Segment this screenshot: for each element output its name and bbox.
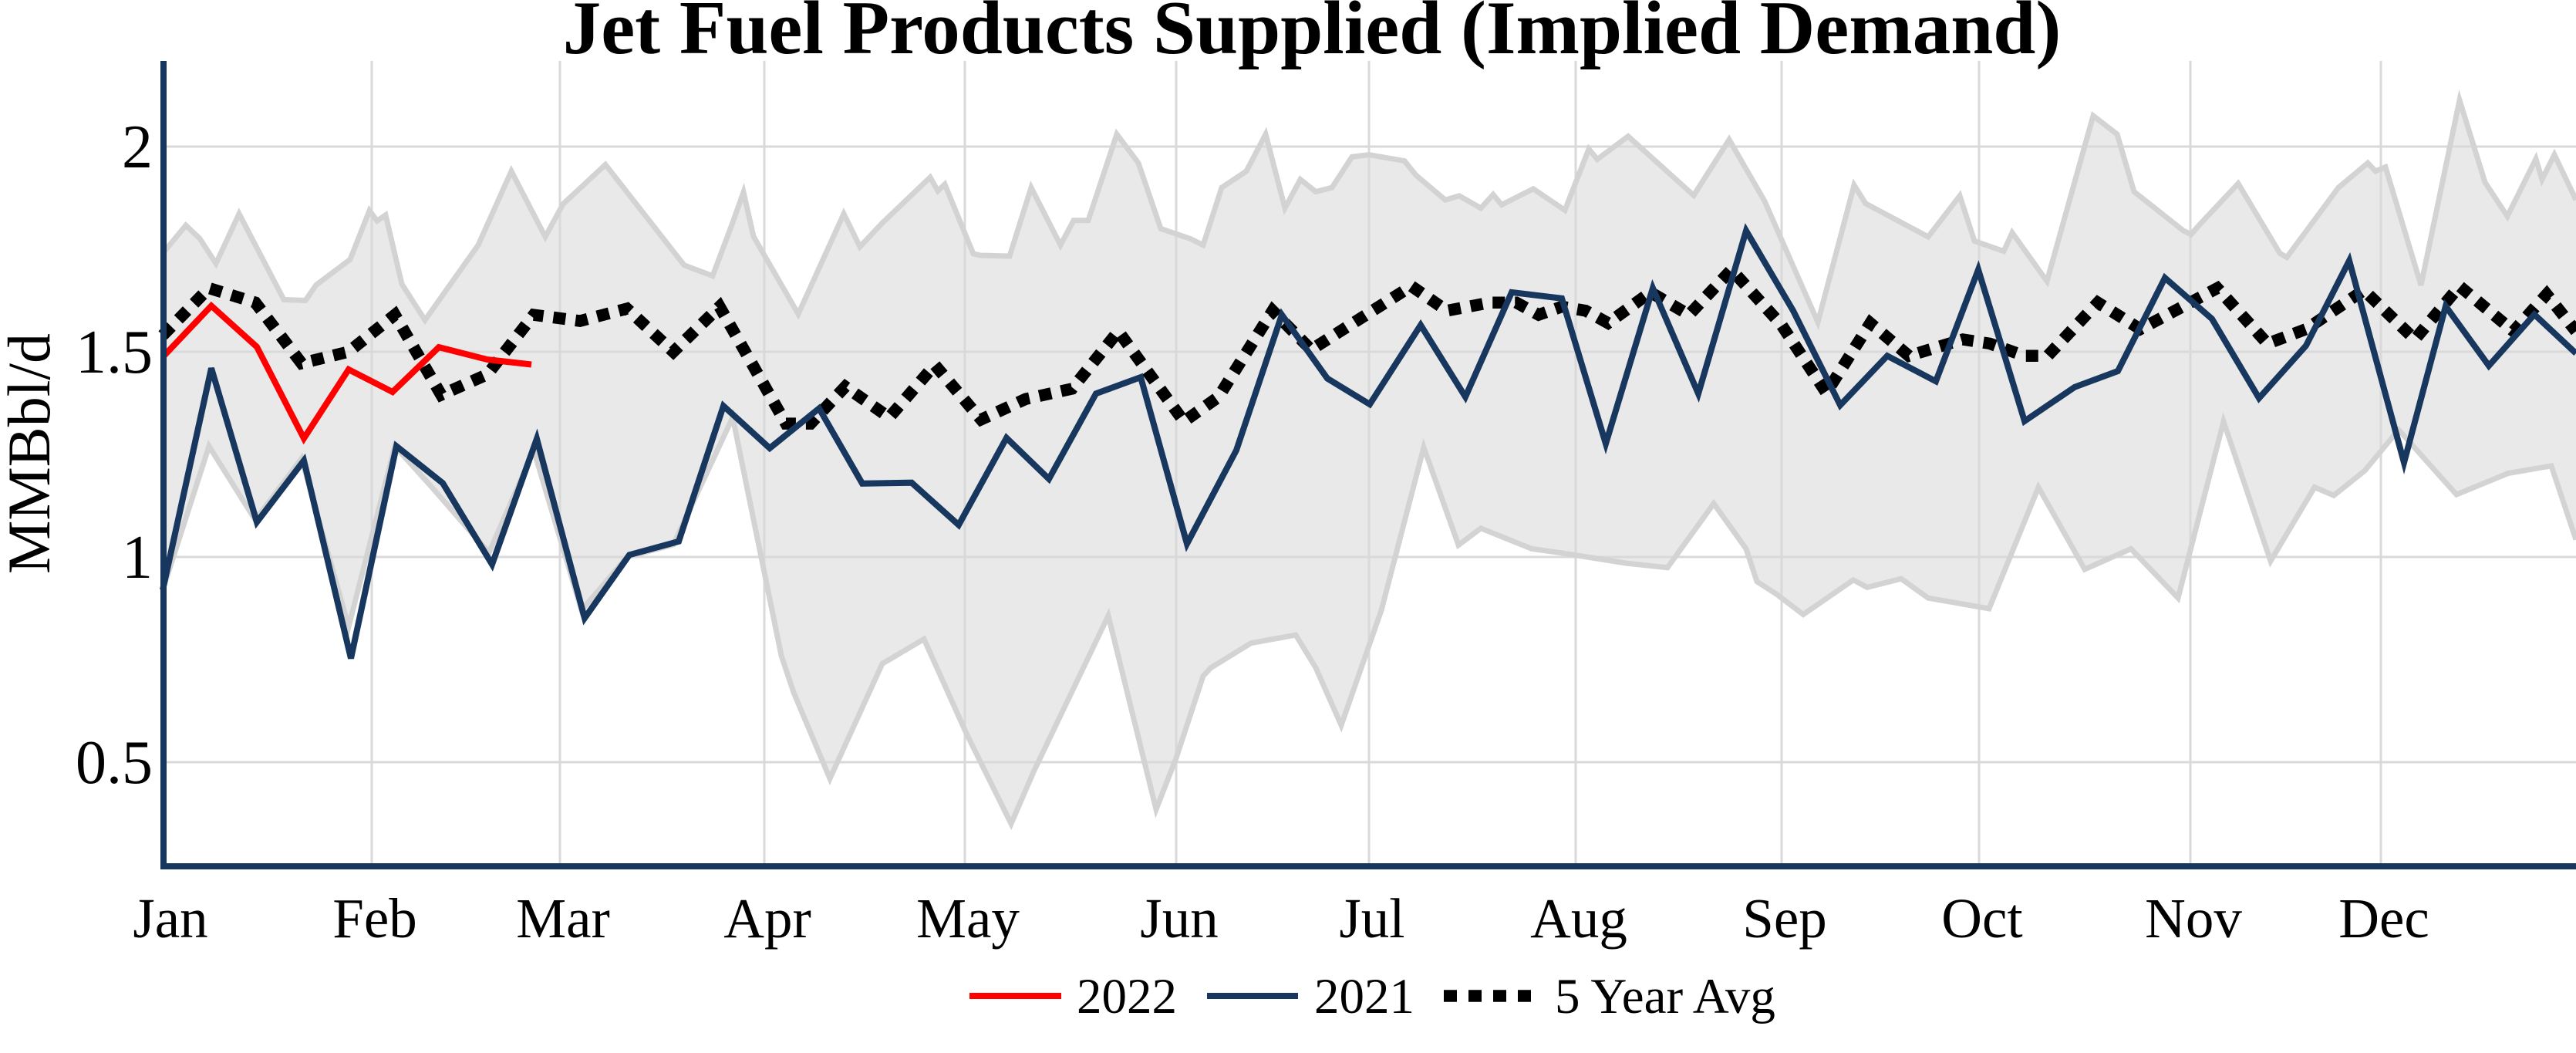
svg-text:1: 1 [122,524,153,592]
svg-text:Feb: Feb [332,887,417,950]
svg-text:Sep: Sep [1742,887,1827,950]
svg-text:0.5: 0.5 [76,729,153,797]
svg-text:2: 2 [122,113,153,181]
svg-text:5 Year Avg: 5 Year Avg [1555,969,1775,1024]
svg-text:Apr: Apr [723,887,811,950]
svg-text:Oct: Oct [1941,887,2022,950]
svg-text:Nov: Nov [2145,887,2242,950]
svg-text:Jul: Jul [1339,887,1404,950]
svg-text:2021: 2021 [1314,969,1414,1024]
svg-text:1.5: 1.5 [76,319,153,386]
svg-text:Dec: Dec [2338,887,2429,950]
svg-text:Jan: Jan [133,887,207,950]
svg-text:Jun: Jun [1140,887,1218,950]
svg-text:May: May [916,887,1020,950]
svg-text:Mar: Mar [516,887,610,950]
svg-text:2022: 2022 [1077,969,1177,1024]
svg-text:Jet Fuel Products Supplied (Im: Jet Fuel Products Supplied (Implied Dema… [563,0,2062,70]
svg-text:Aug: Aug [1530,887,1627,950]
svg-text:MMBbl/d: MMBbl/d [0,333,62,574]
